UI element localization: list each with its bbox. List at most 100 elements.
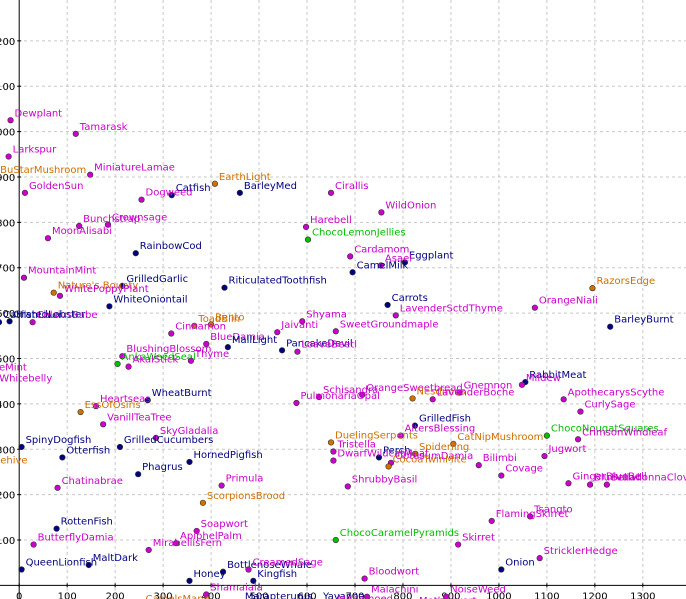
data-point-label: RainbowCod (140, 241, 202, 252)
data-point-label: Cardamom (354, 244, 409, 255)
data-point (332, 536, 339, 544)
x-tick-label: 600 (297, 591, 316, 599)
y-tick-label: 1100 (0, 82, 15, 93)
x-tick-label: 1200 (582, 591, 607, 599)
data-point-label: NoiseWeed (450, 585, 506, 596)
data-point (411, 422, 419, 429)
data-point (577, 408, 584, 415)
data-point-label: ChocoLemonJellies (312, 228, 406, 239)
data-point-label: PulmonariaOpal (300, 391, 379, 402)
data-point-label: AltersBlessing (405, 424, 476, 435)
y-tick-label: 400 (0, 400, 15, 411)
data-point-label: GoldenSun (29, 181, 84, 192)
data-point-label: ApiphelPalm (180, 531, 242, 542)
data-point (30, 541, 37, 548)
data-point (245, 566, 252, 573)
data-point-label: MallLight (232, 335, 277, 346)
data-point-label: ObtusumDamia (395, 451, 473, 462)
data-point-label: Dogweed (146, 188, 193, 199)
data-point (250, 577, 257, 584)
data-point (375, 454, 383, 461)
data-point-label: WhiteOniontail (113, 294, 187, 305)
data-point-label: ChocoNougatSquares (551, 424, 659, 435)
x-tick-label: 1000 (486, 591, 511, 599)
data-point (56, 292, 64, 299)
data-point (76, 222, 83, 230)
x-tick-label: 200 (106, 591, 125, 599)
data-point-label: Honey (193, 569, 225, 580)
data-point-label: QueenLionfish (26, 558, 98, 569)
data-point-label: Kingfish (257, 569, 297, 580)
data-point-label: Mahamoed (337, 594, 393, 599)
data-point (20, 274, 28, 281)
data-point-label: RiticulatedToothfish (229, 276, 327, 287)
data-point-label: VanillTeaTree (107, 412, 171, 423)
data-point-label: GingerBlueBell (572, 471, 646, 482)
data-point-label: Soapwort (201, 519, 248, 530)
data-point (203, 591, 210, 598)
data-point-label: GratedLobster (14, 309, 87, 320)
data-point-label: Larkspur (13, 145, 57, 156)
data-point-label: EarthLight (219, 172, 271, 183)
data-point-label: Tristella (336, 440, 376, 451)
data-point (518, 381, 526, 388)
data-points: Dewplant Tamarask Larkspur MiniatureLamae Bu… (0, 108, 686, 599)
data-point-label: GrilledCucumbers (124, 435, 213, 446)
data-point (359, 391, 366, 398)
x-tick-label: 300 (154, 591, 173, 599)
data-point (302, 223, 310, 230)
data-point (219, 568, 227, 575)
data-point-label: SkyGladalia (160, 426, 219, 437)
y-tick-label: 500 (0, 354, 15, 365)
x-tick-label: 800 (393, 591, 412, 599)
data-point-label: Chatinabrae (62, 476, 123, 487)
data-point-label: Phagrus (142, 462, 183, 473)
data-point (221, 284, 228, 291)
x-tick-label: 500 (250, 591, 269, 599)
data-point-label: CamelsMane (146, 594, 210, 599)
data-point-label: LoaveBeetl (301, 340, 357, 351)
data-point-label: ChocoCaramelPyramids (340, 528, 459, 539)
data-point-label: ButterflyDamia (38, 533, 114, 544)
data-point-label: DuelingSerpents (335, 430, 418, 441)
data-point (168, 192, 175, 199)
data-point (377, 262, 384, 269)
data-point (186, 577, 193, 584)
data-point-label: Schisandra (323, 385, 378, 396)
data-point-label: Dewplant (15, 108, 63, 119)
data-point (456, 389, 463, 396)
data-point (168, 330, 175, 337)
y-tick-label: 1200 (0, 37, 15, 48)
data-point-label: Onion (505, 558, 534, 569)
data-point-label: SpinyDogfish (26, 435, 92, 446)
y-tick-label: 200 (0, 491, 15, 502)
data-point-label: GrilledFish (419, 414, 471, 425)
data-point (138, 196, 145, 203)
data-point (0, 319, 3, 326)
data-point-label: MoonAlisabi (52, 226, 112, 237)
data-point (450, 440, 457, 447)
data-point (135, 471, 142, 478)
data-point-label: Spiderling (419, 442, 469, 453)
data-point (603, 481, 610, 488)
data-point (401, 259, 408, 266)
data-point-label: BottlenoseWhale (227, 560, 312, 571)
data-point-label: WheatBurnt (152, 388, 212, 399)
data-point-label: SweetGroundmaple (340, 319, 439, 330)
x-tick-label: 700 (345, 591, 364, 599)
y-tick-label: 1000 (0, 128, 15, 139)
data-point-label: AnkaWeedSeal (122, 352, 196, 363)
data-point-label: RottenFish (61, 517, 113, 528)
data-point-label: Bloodwort (369, 567, 420, 578)
data-point-label: Jaivanti (280, 320, 318, 331)
data-point (392, 312, 399, 319)
data-point-label: AkalStick (133, 355, 179, 366)
data-point-label: MaltDark (93, 553, 138, 564)
data-point (327, 439, 335, 446)
data-point-label: OrangeNiali (539, 296, 598, 307)
data-point-label: DwarfWildcatMeat (337, 449, 429, 460)
data-point-label: RazorsEdge (596, 276, 655, 287)
data-point (18, 566, 25, 573)
data-point (92, 403, 100, 410)
